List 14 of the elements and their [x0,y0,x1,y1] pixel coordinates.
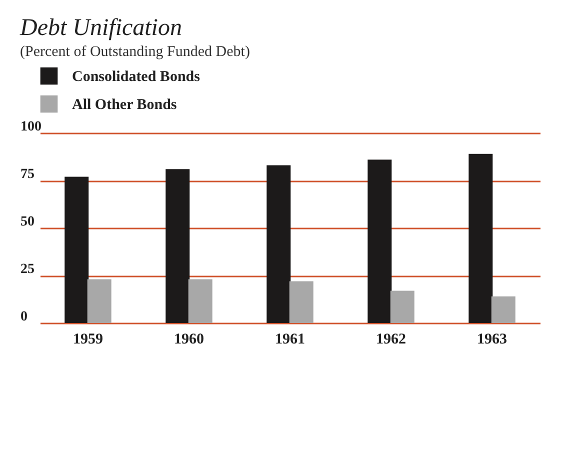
y-tick-label: 75 [20,167,34,182]
chart-title: Debt Unification [19,15,182,41]
x-tick-label: 1962 [376,332,406,348]
x-tick-label: 1961 [275,332,305,348]
x-tick-label: 1959 [72,332,103,348]
y-tick-label: 25 [20,262,34,277]
x-tick-label: 1960 [174,332,204,348]
y-tick-label: 0 [20,310,28,324]
x-tick-label: 1963 [477,332,508,348]
legend-label: All Other Bonds [72,97,177,113]
y-tick-label: 100 [20,120,42,134]
y-tick-label: 50 [20,214,34,230]
legend-label: Consolidated Bonds [72,69,200,85]
chart-subtitle: (Percent of Outstanding Funded Debt) [20,44,250,60]
